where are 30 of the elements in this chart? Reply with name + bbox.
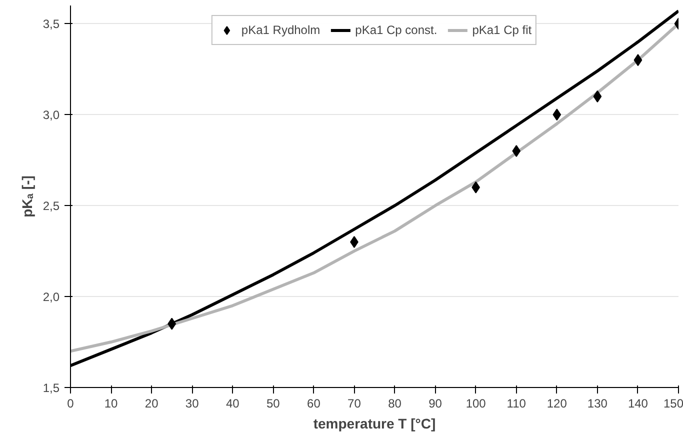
x-tick-label: 90 [428,396,442,410]
y-tick-label: 1,5 [42,381,60,395]
x-tick-label: 150 [663,396,683,410]
x-tick-label: 120 [546,396,568,410]
x-tick-label: 50 [266,396,280,410]
y-tick-label: 2,5 [42,199,60,214]
x-tick-label: 80 [388,396,402,410]
x-tick-label: 100 [466,396,486,410]
x-tick-label: 130 [587,396,608,410]
point [552,108,562,121]
y-tick-label: 3,0 [42,108,60,122]
legend-label: pKa1 Cp fit [472,23,532,37]
x-tick-label: 40 [226,396,240,410]
x-tick-label: 10 [104,396,118,410]
x-tick-label: 30 [185,396,200,410]
x-tick-label: 140 [628,396,648,410]
y-tick-label: 3,5 [42,17,60,32]
y-axis-title: pKₐ [-] [18,176,35,218]
legend-label: pKa1 Cp const. [355,23,438,37]
legend-label: pKa1 Rydholm [241,23,320,37]
x-tick-label: 0 [67,396,74,410]
point [593,90,602,102]
point [634,54,642,66]
x-axis-title: temperature T [°C] [313,416,436,432]
point [512,145,521,158]
x-tick-label: 20 [144,396,159,410]
y-tick-label: 2,0 [42,290,60,304]
x-tick-label: 70 [348,396,362,410]
x-tick-label: 110 [506,396,526,410]
x-tick-label: 60 [307,396,321,410]
